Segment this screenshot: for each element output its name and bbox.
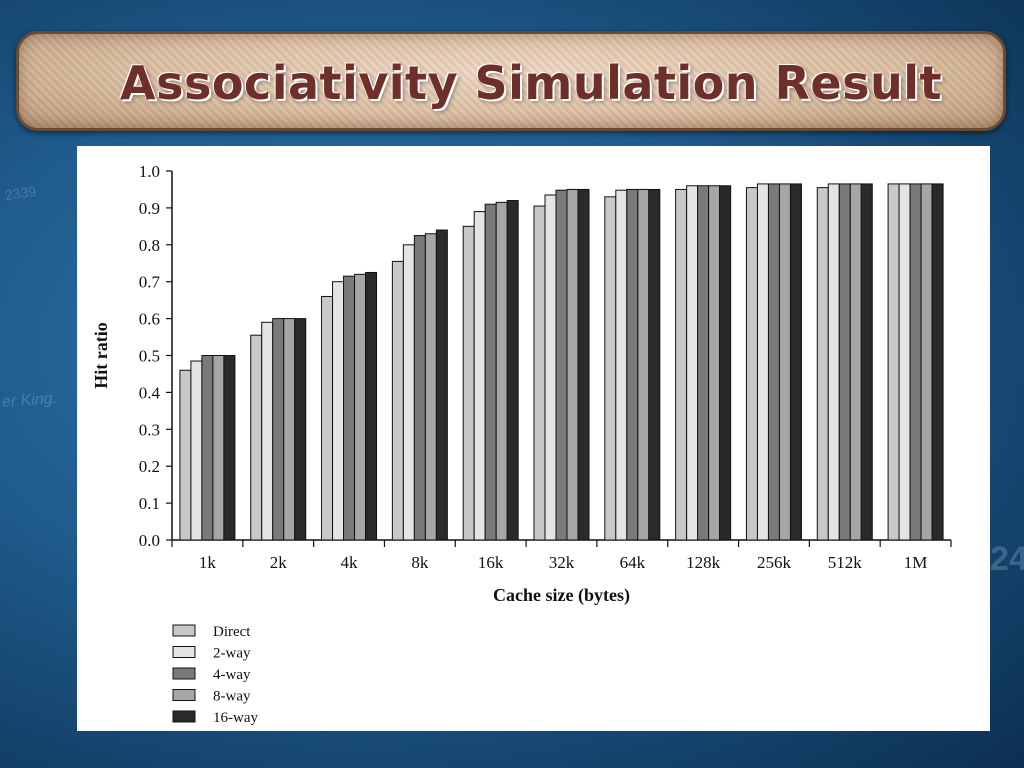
- bar-4-way-64k: [626, 188, 639, 541]
- background-decoration: 2339: [4, 182, 38, 204]
- bar-8-way-4k: [354, 273, 367, 541]
- bar-direct-128k: [675, 188, 688, 541]
- bar-direct-1k: [179, 369, 192, 541]
- bar-16-way-16k: [506, 200, 519, 541]
- x-tick-label: 16k: [478, 553, 504, 572]
- bar-8-way-256k: [778, 183, 791, 541]
- y-tick-label: 0.7: [139, 273, 161, 292]
- legend-label-4-way: 4-way: [213, 667, 251, 683]
- bar-2-way-16k: [473, 211, 486, 541]
- bar-16-way-1m: [931, 183, 944, 541]
- x-axis-title: Cache size (bytes): [493, 585, 630, 606]
- bar-4-way-512k: [838, 183, 851, 541]
- x-tick-label: 1k: [199, 553, 217, 572]
- bar-16-way-8k: [435, 229, 448, 541]
- y-tick-label: 0.4: [139, 383, 161, 402]
- bar-4-way-4k: [343, 275, 356, 541]
- legend-swatch-4-way: [172, 667, 196, 680]
- bar-16-way-256k: [789, 183, 802, 541]
- bar-4-way-128k: [697, 185, 710, 541]
- bar-4-way-16k: [484, 203, 497, 541]
- bar-direct-4k: [321, 295, 334, 541]
- x-tick-label: 128k: [686, 553, 721, 572]
- legend-label-16-way: 16-way: [213, 710, 258, 726]
- y-tick-label: 0.9: [139, 199, 160, 218]
- x-tick-label: 512k: [828, 553, 863, 572]
- bar-8-way-2k: [283, 318, 296, 541]
- bar-2-way-512k: [827, 183, 840, 541]
- chart-panel: 0.0 0.1 0.2 0.3 0.4 0.5 0.6 0.7 0.8 0.9 1.0 Hit rat…: [77, 146, 990, 731]
- bar-8-way-512k: [849, 183, 862, 541]
- bar-16-way-4k: [365, 271, 378, 541]
- bar-direct-256k: [745, 187, 758, 541]
- bar-direct-32k: [533, 205, 546, 541]
- bar-8-way-1k: [212, 355, 225, 541]
- bar-direct-512k: [816, 187, 829, 541]
- x-tick-label: 4k: [341, 553, 359, 572]
- bar-2-way-256k: [756, 183, 769, 541]
- bar-16-way-64k: [648, 188, 661, 541]
- x-tick-label: 8k: [411, 553, 429, 572]
- bar-2-way-1m: [898, 183, 911, 541]
- bar-16-way-128k: [719, 185, 732, 541]
- y-tick-label: 1.0: [139, 162, 160, 181]
- legend-swatch-16-way: [172, 710, 196, 723]
- bar-2-way-128k: [686, 185, 699, 541]
- bar-2-way-32k: [544, 194, 557, 541]
- y-tick-label: 0.5: [139, 347, 160, 366]
- bar-8-way-1m: [920, 183, 933, 541]
- background-decoration: 24: [990, 540, 1024, 578]
- bar-4-way-1m: [909, 183, 922, 541]
- bar-8-way-16k: [495, 201, 508, 541]
- legend-swatch-direct: [172, 624, 196, 637]
- bar-16-way-32k: [577, 188, 590, 541]
- x-tick-label: 64k: [620, 553, 646, 572]
- x-tick-label: 256k: [757, 553, 792, 572]
- y-axis-title: Hit ratio: [91, 322, 111, 388]
- bar-direct-64k: [604, 196, 617, 541]
- bar-2-way-2k: [261, 321, 274, 541]
- bar-direct-1m: [887, 183, 900, 541]
- y-tick-label: 0.6: [139, 310, 160, 329]
- x-tick-label: 32k: [549, 553, 575, 572]
- y-tick-label: 0.3: [139, 420, 160, 439]
- bar-16-way-512k: [860, 183, 873, 541]
- bar-direct-16k: [462, 225, 475, 541]
- bar-2-way-64k: [615, 189, 628, 541]
- y-tick-label: 0.2: [139, 457, 160, 476]
- title-banner: Associativity Simulation Result: [16, 31, 1006, 131]
- bar-4-way-1k: [201, 355, 214, 541]
- legend-swatch-2-way: [172, 646, 196, 658]
- bar-16-way-1k: [223, 355, 236, 541]
- bar-8-way-64k: [637, 188, 650, 541]
- hit-ratio-bar-chart: 0.0 0.1 0.2 0.3 0.4 0.5 0.6 0.7 0.8 0.9 1.0 Hit rat…: [91, 162, 952, 726]
- legend-swatch-8-way: [172, 689, 196, 701]
- y-tick-label: 0.0: [139, 531, 160, 550]
- x-tick-label: 2k: [270, 553, 288, 572]
- bar-8-way-32k: [566, 188, 579, 541]
- bar-2-way-1k: [190, 360, 203, 541]
- bar-2-way-4k: [332, 281, 345, 541]
- y-tick-label: 0.1: [139, 494, 160, 513]
- bar-4-way-8k: [413, 235, 426, 541]
- bar-4-way-2k: [272, 318, 285, 541]
- bar-8-way-8k: [424, 233, 437, 541]
- bar-16-way-2k: [294, 318, 307, 541]
- x-tick-label: 1M: [904, 553, 928, 572]
- legend-label-direct: Direct: [213, 624, 251, 640]
- bar-2-way-8k: [402, 244, 415, 541]
- slide-title: Associativity Simulation Result: [119, 56, 943, 110]
- bar-4-way-256k: [767, 183, 780, 541]
- legend-label-8-way: 8-way: [213, 689, 251, 705]
- bar-4-way-32k: [555, 189, 568, 541]
- y-tick-label: 0.8: [139, 236, 160, 255]
- bar-direct-2k: [250, 334, 263, 541]
- background-decoration: er King.: [1, 390, 58, 411]
- legend-label-2-way: 2-way: [213, 646, 251, 662]
- bar-8-way-128k: [708, 185, 721, 541]
- bar-direct-8k: [391, 260, 404, 541]
